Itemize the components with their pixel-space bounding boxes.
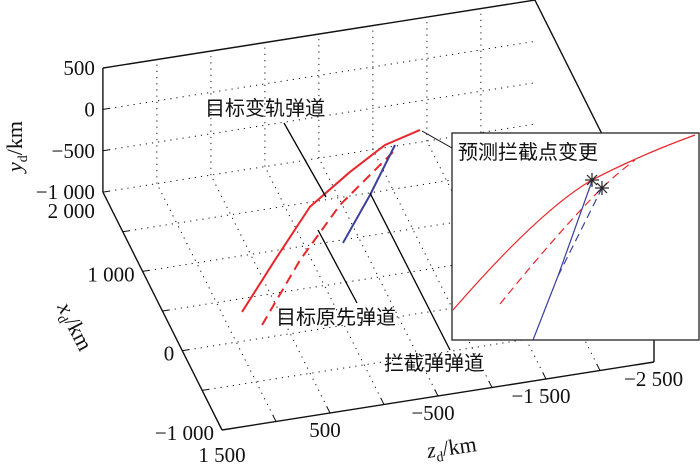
inset-title: 预测拦截点变更 [458,140,598,164]
z-tick [272,414,277,422]
leader-interceptor [369,192,451,351]
inset-target-maneuver [452,134,696,311]
leader-target-maneuver [283,122,327,198]
inset-target-original [499,159,636,305]
inset-interceptor-dashed [557,187,603,277]
asterisk-marker [585,173,599,187]
z-axis-label: zd/km [424,431,478,467]
y-tick [102,66,110,69]
z-tick-label: 500 [309,418,341,442]
grid-line [210,174,331,414]
x-tick-label: 0 [164,342,175,366]
asterisk-marker [595,181,609,195]
x-tick [202,388,209,391]
annotation-interceptor: 拦截弹弹道 [384,351,484,375]
grid-line [264,166,385,405]
x-tick [182,349,189,352]
z-tick [542,372,547,380]
z-tick-label: −500 [411,401,454,425]
x-tick [162,309,170,312]
x-tick [122,230,130,233]
x-axis-label: xd/km [49,297,98,356]
x-tick-label: 2 000 [48,199,95,223]
grid-line [372,149,493,388]
grid-line [156,183,277,422]
z-tick [380,397,385,405]
leader-inset [421,130,453,149]
series-target-original [261,149,396,326]
y-tick [102,190,110,193]
tick-labels: −1 000 −500 0 500 −1 000 0 1 000 2 000 1 500 500 −… [36,56,683,467]
z-tick [488,380,493,388]
x-tick-label: 1 000 [87,262,134,286]
y-axis-label: yd/km [2,121,31,174]
y-tick-label: 0 [84,97,95,121]
z-tick-label: −2 500 [624,367,683,391]
inset-panel: 预测拦截点变更 [451,132,700,341]
series [241,129,421,326]
z-tick-label: −1 500 [511,384,570,408]
x-tick [142,269,150,272]
leader-target-original [317,229,358,304]
grid-line [318,157,439,397]
z-tick [596,363,601,371]
z-tick [434,389,439,397]
annotation-target-maneuver: 目标变轨弹道 [205,96,325,120]
annotation-target-original: 目标原先弹道 [276,305,396,329]
y-tick-label: −500 [52,139,95,163]
series-target-maneuver [241,129,421,313]
z-tick-label: 1 500 [198,443,245,467]
y-tick [102,149,110,152]
y-tick [102,107,110,110]
box-edge [102,0,536,69]
z-tick [326,406,331,414]
y-tick-label: 500 [63,56,95,80]
y-tick-label: −1 000 [36,180,95,204]
x-tick-label: −1 000 [155,421,214,445]
series-interceptor [342,144,396,244]
